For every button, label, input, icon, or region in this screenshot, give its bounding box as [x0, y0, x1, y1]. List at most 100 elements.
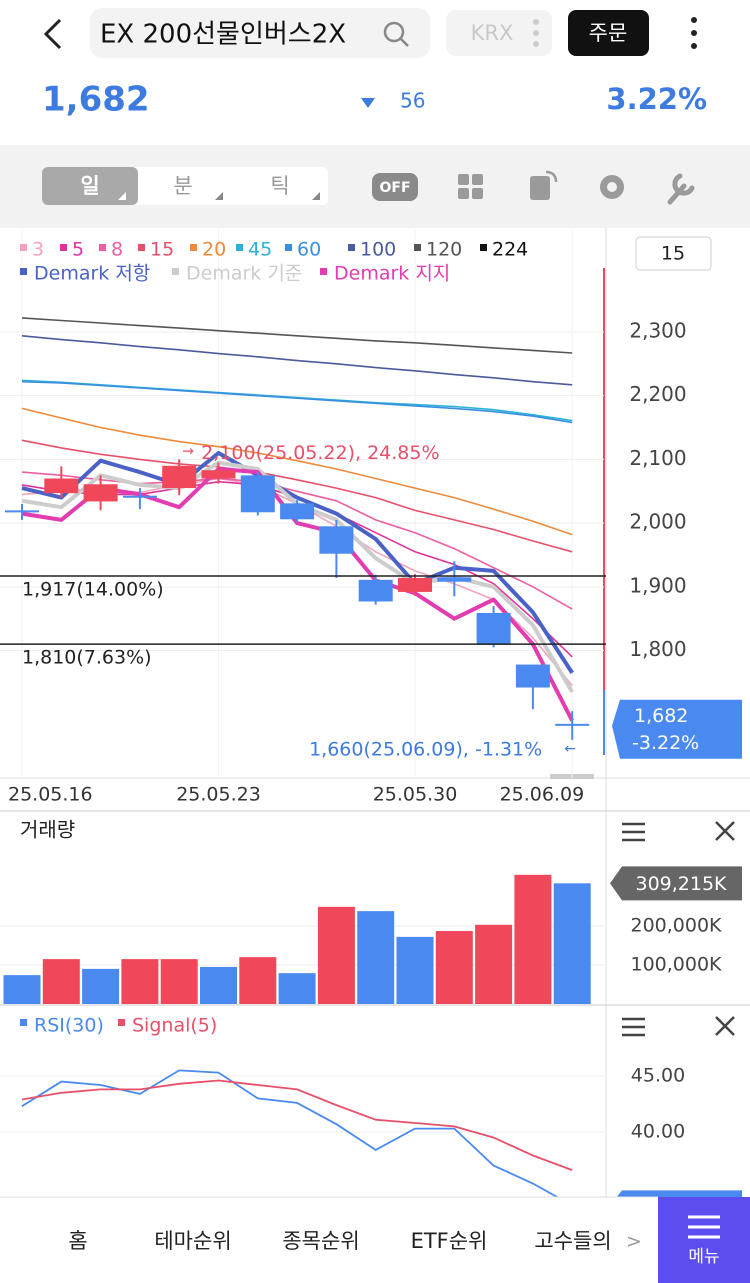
y-tick-label: 1,900 [629, 573, 686, 597]
period-box[interactable] [635, 236, 712, 271]
legend-label: Demark 저항 [34, 263, 150, 285]
legend-label: 100 [360, 239, 396, 261]
search-icon[interactable] [383, 21, 405, 43]
legend-swatch [236, 244, 243, 251]
volume-tag [610, 866, 742, 901]
toggle-label: OFF [379, 180, 410, 196]
candle-body [398, 577, 432, 592]
menu-button[interactable] [658, 1197, 750, 1283]
x-tick-label: 25.05.23 [176, 784, 261, 806]
legend-label: 224 [492, 239, 528, 261]
legend-swatch [190, 244, 197, 251]
order-button[interactable] [568, 10, 649, 56]
nav-item[interactable]: ETF순위 [411, 1229, 488, 1253]
arrow: ← [564, 741, 576, 757]
legend-label: 20 [202, 239, 226, 261]
volume-bar [317, 906, 355, 1004]
bottom-nav [0, 1197, 750, 1283]
volume-tag-label: 309,215K [635, 873, 727, 895]
nav-item[interactable]: 테마순위 [154, 1229, 231, 1253]
ma-line [21, 380, 573, 424]
main-plot [0, 230, 604, 778]
candle-body [280, 503, 315, 520]
tab[interactable]: 일 [80, 174, 99, 198]
layout-icon[interactable] [458, 174, 483, 199]
nav-item[interactable]: 고수들의 [534, 1229, 611, 1253]
legend-label: Signal(5) [132, 1015, 217, 1037]
rotate-icon[interactable] [530, 176, 550, 200]
toggle[interactable] [372, 173, 418, 201]
arrow: → [182, 443, 194, 459]
tab-corner [312, 192, 320, 200]
dot [533, 30, 539, 36]
back-button[interactable] [43, 18, 62, 50]
volume-bar [239, 957, 277, 1004]
menu-icon[interactable] [622, 822, 645, 842]
x-tick-label: 25.06.09 [500, 784, 585, 806]
legend-label: Demark 기준 [186, 263, 302, 285]
legend-swatch [99, 244, 106, 251]
tab-selected[interactable] [42, 167, 138, 205]
candle-body [83, 484, 118, 502]
menu-icon[interactable] [622, 1017, 645, 1037]
low-annotation: 1,660(25.06.09), -1.31% [309, 738, 542, 760]
demark-line [21, 451, 574, 674]
legend-swatch [60, 244, 67, 251]
candle-body [319, 526, 354, 554]
x-tick-label: 25.05.30 [373, 784, 458, 806]
exchange-label: KRX [471, 21, 514, 45]
legend-label: 8 [111, 239, 123, 261]
legend-swatch [138, 244, 145, 251]
price-tag-change: -3.22% [632, 732, 699, 754]
exchange-button[interactable] [446, 10, 552, 56]
legend-label: Demark 지지 [334, 263, 450, 285]
close-icon[interactable] [715, 821, 735, 841]
tab[interactable]: 틱 [270, 174, 289, 198]
tab[interactable]: 분 [173, 174, 192, 198]
nav-items: 홈 테마순위 종목순위 ETF순위 고수들의 > [68, 1229, 642, 1253]
close-icon[interactable] [715, 1016, 735, 1036]
rotate-arrow [545, 170, 558, 183]
y-tick-label: 100,000K [630, 953, 722, 975]
ma-line [21, 439, 573, 553]
dot [691, 30, 697, 36]
volume-title: 거래량 [20, 818, 75, 842]
dot [533, 19, 539, 25]
period: 15 [661, 243, 685, 265]
nav-item[interactable]: 홈 [68, 1229, 87, 1253]
legend-label: 45 [248, 239, 272, 261]
candle-body [358, 579, 393, 602]
search-icon-handle [400, 38, 409, 47]
legend-swatch [480, 244, 487, 251]
y-tick-label: 40.00 [631, 1121, 685, 1143]
candle-body [44, 478, 79, 494]
volume-bar [475, 924, 513, 1004]
ma-line [21, 407, 573, 536]
candle-body [515, 664, 550, 688]
volume-bar [200, 966, 237, 1004]
nav-item[interactable]: 종목순위 [282, 1229, 359, 1253]
legend-label: 3 [32, 239, 44, 261]
y-tick-label: 2,100 [629, 446, 686, 470]
level-label: 1,917(14.00%) [22, 579, 164, 601]
tool-icon[interactable] [667, 173, 695, 205]
volume-bar [160, 959, 198, 1004]
volume-bar [3, 975, 41, 1004]
high-annotation: 2,100(25.05.22), 24.85% [201, 442, 439, 464]
rsi-plot [0, 1069, 604, 1197]
search-box[interactable] [90, 8, 430, 58]
change: 56 [400, 89, 425, 113]
legend-label: 5 [72, 239, 84, 261]
dot [533, 41, 539, 47]
legend-swatch [20, 244, 27, 251]
nav-more[interactable]: > [626, 1231, 642, 1253]
price-tag [612, 699, 742, 759]
legend-swatch [320, 268, 327, 275]
dot[interactable] [691, 17, 697, 23]
y-tick-label: 2,200 [629, 382, 686, 406]
level-label: 1,810(7.63%) [22, 647, 152, 669]
legend-swatch [172, 268, 179, 275]
volume-bar [435, 931, 473, 1004]
candle-body [240, 475, 275, 513]
